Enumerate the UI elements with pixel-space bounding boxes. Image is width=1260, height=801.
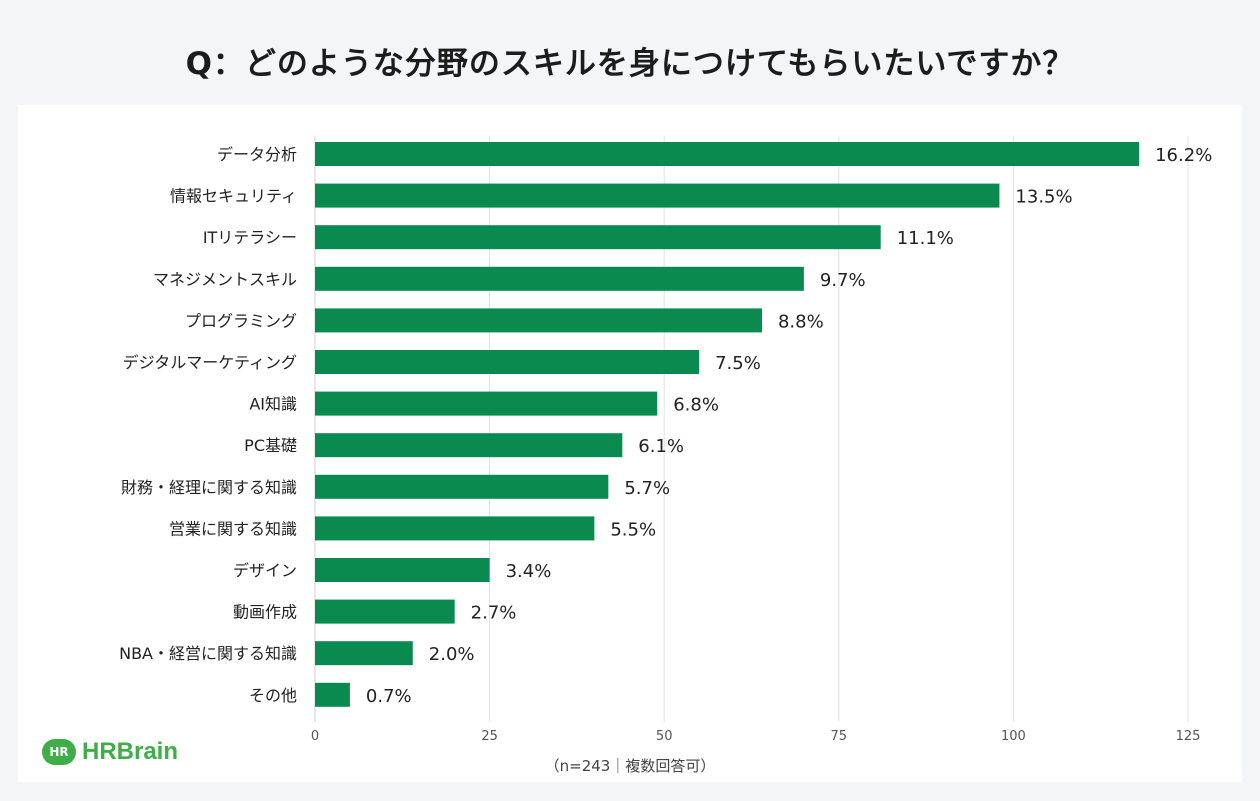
bar	[315, 641, 413, 666]
x-tick-label: 75	[831, 729, 848, 744]
category-label: プログラミング	[185, 311, 297, 330]
chart-title: Q：どのような分野のスキルを身につけてもらいたいですか？	[185, 46, 1075, 82]
bar	[315, 183, 1000, 208]
chart-card	[18, 105, 1242, 782]
logo-wordmark: HRBrain	[82, 738, 179, 765]
x-tick-label: 125	[1176, 729, 1201, 744]
bar	[315, 682, 350, 707]
data-label: 5.7%	[624, 478, 670, 499]
category-label: AI知識	[249, 395, 297, 414]
category-label: 営業に関する知識	[169, 519, 297, 538]
logo-mark-icon: HR	[42, 739, 76, 765]
data-label: 5.5%	[610, 519, 656, 540]
bar	[315, 266, 804, 291]
x-tick-label: 0	[311, 729, 319, 744]
data-label: 2.0%	[429, 644, 475, 665]
data-label: 13.5%	[1015, 187, 1072, 208]
data-label: 6.1%	[638, 436, 684, 457]
bar	[315, 599, 455, 624]
sample-note: （n=243｜複数回答可）	[544, 757, 716, 775]
x-tick-label: 50	[656, 729, 673, 744]
category-label: データ分析	[217, 145, 297, 164]
bar	[315, 350, 700, 374]
data-label: 6.8%	[673, 395, 719, 416]
bar	[315, 391, 658, 416]
category-label: マネジメントスキル	[153, 270, 297, 289]
bar	[315, 474, 609, 499]
category-label: PC基礎	[244, 436, 297, 455]
bar	[315, 516, 595, 541]
bar	[315, 308, 762, 333]
category-label: NBA・経営に関する知識	[119, 644, 297, 663]
hrbrain-logo: HR HRBrain	[42, 738, 178, 766]
category-label: 情報セキュリティ	[170, 187, 297, 206]
x-tick-label: 25	[481, 729, 498, 744]
bar	[315, 225, 881, 250]
category-label: ITリテラシー	[203, 228, 297, 247]
data-label: 2.7%	[471, 603, 517, 624]
bar	[315, 558, 490, 582]
bar	[315, 433, 623, 458]
data-label: 16.2%	[1155, 145, 1212, 166]
category-label: 財務・経理に関する知識	[121, 478, 297, 497]
data-label: 3.4%	[506, 561, 552, 582]
category-label: 動画作成	[233, 603, 297, 622]
category-label: その他	[249, 686, 297, 705]
bar	[315, 142, 1140, 166]
data-label: 11.1%	[897, 228, 954, 249]
data-label: 7.5%	[715, 353, 761, 374]
category-label: デジタルマーケティング	[123, 353, 297, 372]
category-label: デザイン	[233, 561, 297, 580]
x-tick-label: 100	[1001, 729, 1026, 744]
data-label: 8.8%	[778, 311, 824, 332]
data-label: 0.7%	[366, 686, 412, 707]
data-label: 9.7%	[820, 270, 866, 291]
